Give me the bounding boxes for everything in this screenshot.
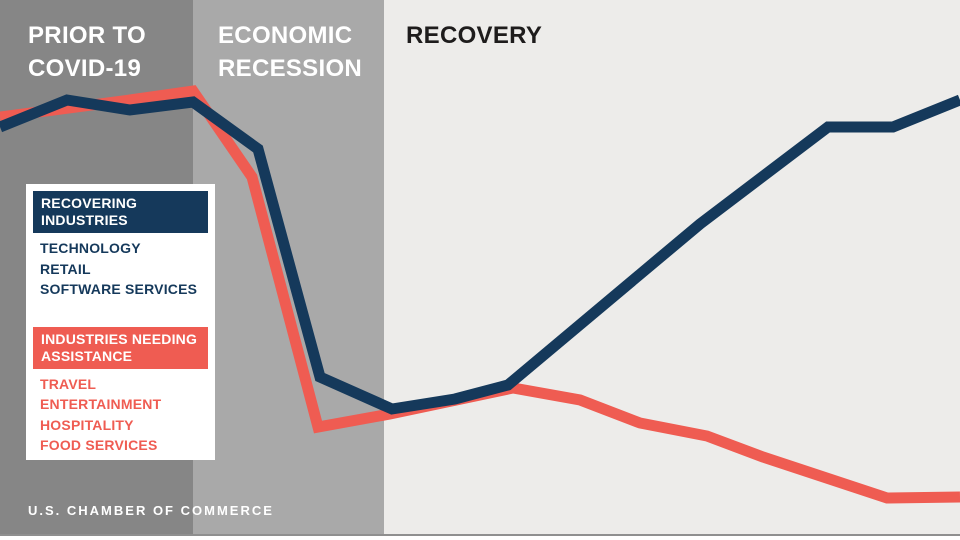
legend-card: RECOVERING INDUSTRIES TECHNOLOGY RETAIL SO… — [26, 184, 215, 460]
legend-item: HOSPITALITY — [40, 416, 134, 433]
legend-item: TECHNOLOGY — [40, 240, 141, 256]
legend-item: FOOD SERVICES — [40, 437, 158, 453]
legend-item: ENTERTAINMENT — [40, 396, 162, 412]
legend-item: RETAIL — [40, 260, 91, 277]
legend-item: SOFTWARE SERVICES — [40, 281, 198, 297]
phase-label-recovery: RECOVERY — [406, 19, 542, 52]
legend-recovering-items: TECHNOLOGY RETAIL SOFTWARE SERVICES — [40, 238, 215, 300]
legend-header-line: RECOVERING — [41, 195, 138, 211]
legend-header-line: ASSISTANCE — [41, 347, 133, 364]
source-credit: U.S. CHAMBER OF COMMERCE — [28, 503, 274, 518]
phase-label-economic-recession: ECONOMIC RECESSION — [218, 19, 362, 85]
legend-assistance-items: TRAVEL ENTERTAINMENT HOSPITALITY FOOD SERVI… — [40, 374, 215, 456]
legend-item: TRAVEL — [40, 375, 97, 392]
legend-header-line: INDUSTRIES — [41, 212, 128, 228]
legend-header-line: INDUSTRIES NEEDING — [41, 330, 198, 347]
chart-bottom-border — [0, 534, 960, 536]
phase-label-line: RECOVERY — [406, 22, 543, 49]
phase-label-prior-covid: PRIOR TO COVID-19 — [28, 19, 146, 85]
phase-label-line: RECESSION — [218, 55, 363, 82]
phase-label-line: COVID-19 — [28, 55, 142, 82]
phase-band-recovery — [384, 0, 960, 534]
assistance-line — [0, 85, 960, 504]
phase-label-line: PRIOR TO — [28, 22, 146, 49]
recovering-line — [0, 94, 960, 415]
phase-label-line: ECONOMIC — [218, 22, 353, 49]
legend-assistance-header: INDUSTRIES NEEDING ASSISTANCE — [33, 326, 208, 369]
legend-recovering-header: RECOVERING INDUSTRIES — [33, 191, 208, 233]
